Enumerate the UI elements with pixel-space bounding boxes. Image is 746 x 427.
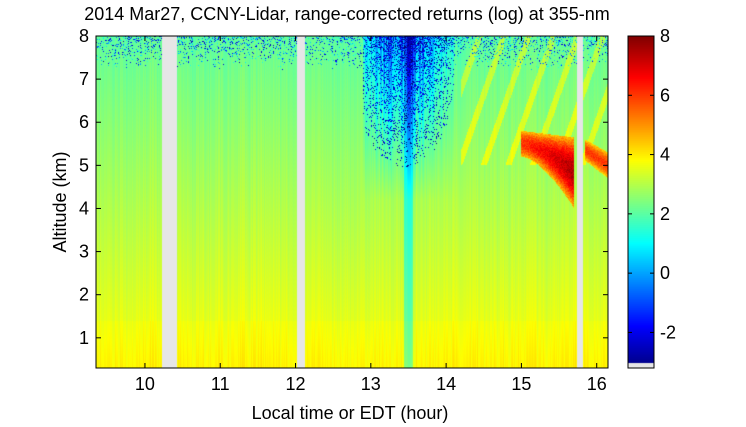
colorbar-frame [627, 35, 655, 369]
colorbar-tick-label: 0 [660, 263, 670, 283]
colorbar-tick-label: 8 [660, 26, 670, 46]
x-tick-label: 14 [436, 374, 456, 394]
y-tick-label: 5 [79, 155, 89, 175]
heatmap-image [96, 36, 608, 368]
x-axis-label: Local time or EDT (hour) [252, 403, 449, 423]
chart-title: 2014 Mar27, CCNY-Lidar, range-corrected … [84, 4, 610, 24]
y-tick-label: 8 [79, 26, 89, 46]
y-axis-label: Altitude (km) [50, 151, 70, 252]
colorbar-gradient [628, 36, 654, 368]
x-tick-label: 16 [587, 374, 607, 394]
y-tick-label: 2 [79, 285, 89, 305]
y-ticks: 1 2 3 4 5 6 7 8 [79, 26, 608, 348]
plot-frame [95, 35, 609, 369]
x-tick-label: 13 [361, 374, 381, 394]
y-tick-label: 7 [79, 69, 89, 89]
y-tick-label: 6 [79, 112, 89, 132]
y-tick-label: 1 [79, 328, 89, 348]
x-tick-label: 12 [286, 374, 306, 394]
colorbar-tick-label: 2 [660, 204, 670, 224]
x-tick-label: 15 [511, 374, 531, 394]
y-tick-label: 4 [79, 198, 89, 218]
x-tick-label: 10 [135, 374, 155, 394]
colorbar-tick-label: 6 [660, 85, 670, 105]
x-ticks: 10 11 12 13 14 15 16 [135, 36, 607, 394]
colorbar-tick-label: 4 [660, 145, 670, 165]
colorbar-tick-label: -2 [660, 322, 676, 342]
colorbar: -2 0 2 4 6 8 [627, 26, 676, 369]
y-tick-label: 3 [79, 242, 89, 262]
x-tick-label: 11 [211, 374, 230, 394]
colorbar-ticks: -2 0 2 4 6 8 [628, 26, 676, 342]
